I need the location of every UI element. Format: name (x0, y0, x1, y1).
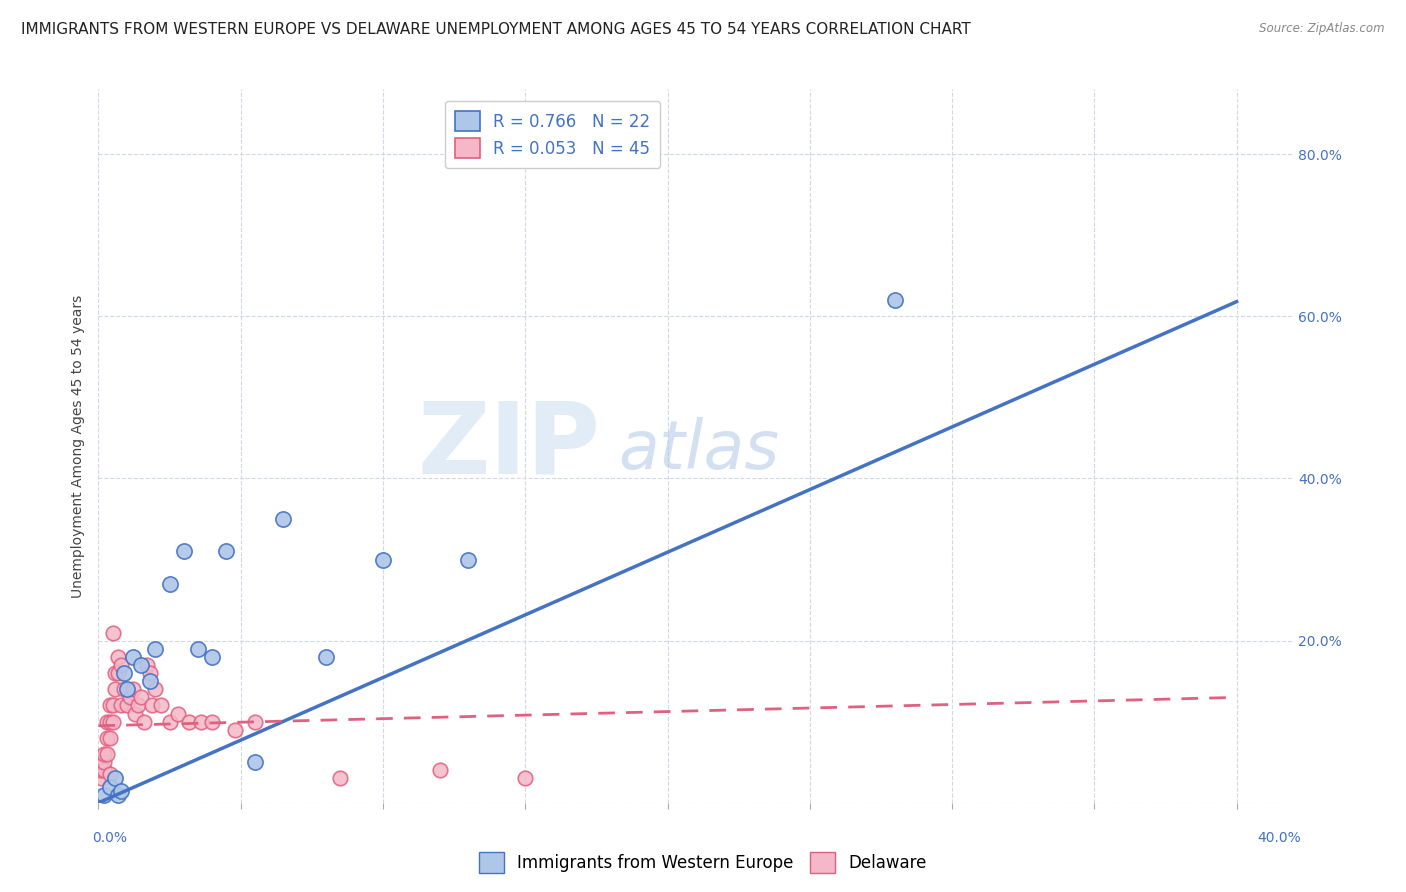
Point (127, 698, 149, 713)
Point (115, 698, 138, 713)
Point (132, 714, 155, 729)
Point (141, 698, 163, 713)
Point (371, 552, 394, 566)
Point (98, 714, 121, 729)
Point (104, 666, 127, 681)
Point (135, 657, 157, 672)
Text: 0.0%: 0.0% (93, 831, 128, 846)
Point (273, 512, 295, 526)
Point (115, 682, 138, 697)
Point (159, 577, 181, 591)
Point (124, 706, 146, 721)
Point (107, 666, 129, 681)
Point (90, 772, 112, 786)
Point (93, 788, 115, 802)
Point (104, 772, 127, 786)
Point (243, 756, 266, 770)
Point (90, 764, 112, 778)
Point (179, 714, 201, 729)
Point (98, 731, 121, 745)
Point (110, 698, 132, 713)
Point (129, 657, 152, 672)
Point (93, 756, 115, 770)
Point (98, 698, 121, 713)
Point (150, 698, 173, 713)
Point (457, 552, 479, 566)
Point (121, 682, 143, 697)
Text: 40.0%: 40.0% (1258, 831, 1302, 846)
Point (190, 714, 212, 729)
Point (98, 767, 121, 781)
Point (315, 649, 337, 664)
Point (129, 690, 152, 705)
Point (167, 706, 190, 721)
Point (173, 544, 195, 558)
Point (329, 772, 352, 786)
Point (515, 772, 537, 786)
Point (107, 788, 129, 802)
Text: IMMIGRANTS FROM WESTERN EUROPE VS DELAWARE UNEMPLOYMENT AMONG AGES 45 TO 54 YEAR: IMMIGRANTS FROM WESTERN EUROPE VS DELAWA… (21, 22, 970, 37)
Point (118, 690, 141, 705)
Point (112, 666, 135, 681)
Point (243, 714, 266, 729)
Point (138, 666, 160, 681)
Y-axis label: Unemployment Among Ages 45 to 54 years: Unemployment Among Ages 45 to 54 years (70, 294, 84, 598)
Point (215, 544, 238, 558)
Point (101, 698, 124, 713)
Point (143, 682, 166, 697)
Point (93, 764, 115, 778)
Point (110, 783, 132, 797)
Point (96, 714, 118, 729)
Point (121, 649, 143, 664)
Point (159, 714, 181, 729)
Point (96, 747, 118, 761)
Legend: Immigrants from Western Europe, Delaware: Immigrants from Western Europe, Delaware (472, 846, 934, 880)
Point (143, 641, 166, 656)
Point (101, 714, 124, 729)
Point (93, 747, 115, 761)
Point (138, 674, 160, 689)
Point (429, 764, 451, 778)
Point (112, 682, 135, 697)
Point (107, 649, 129, 664)
Point (224, 723, 246, 737)
Point (96, 731, 118, 745)
Point (110, 657, 132, 672)
Point (201, 714, 224, 729)
Point (90, 756, 112, 770)
Point (884, 293, 907, 307)
Point (187, 641, 209, 656)
Point (201, 649, 224, 664)
Point (98, 780, 121, 794)
Text: Source: ZipAtlas.com: Source: ZipAtlas.com (1260, 22, 1385, 36)
Point (101, 625, 124, 640)
Text: ZIP: ZIP (418, 398, 600, 494)
Legend: R = 0.766   N = 22, R = 0.053   N = 45: R = 0.766 N = 22, R = 0.053 N = 45 (444, 101, 661, 169)
Text: atlas: atlas (619, 417, 779, 483)
Point (104, 682, 127, 697)
